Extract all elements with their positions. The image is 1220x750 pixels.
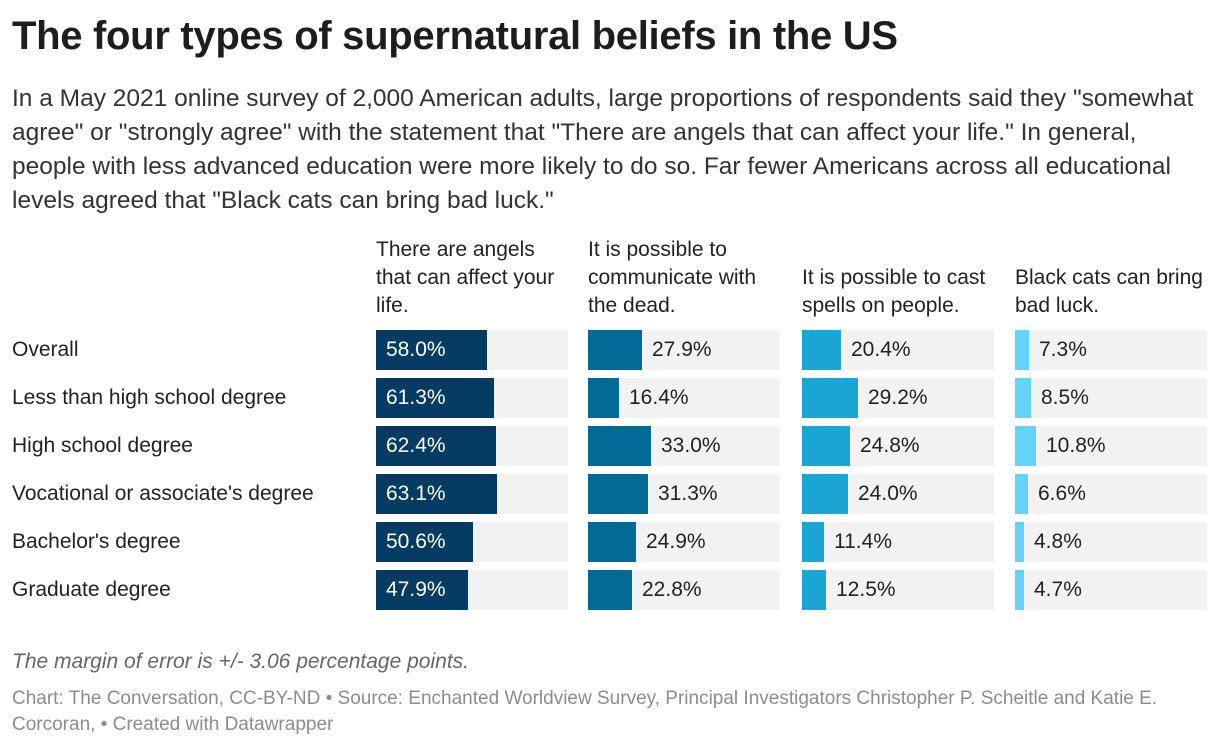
bar-1-less-than-high-school-degree [376, 378, 494, 418]
value-label: 33.0% [661, 434, 721, 457]
column-header-4: Black cats can bring bad luck. [1015, 266, 1203, 317]
bar-track: 58.0% [376, 330, 568, 370]
value-label: 24.9% [646, 530, 706, 553]
column-header-2: It is possible to communicate with the d… [588, 238, 757, 317]
value-label: 16.4% [629, 386, 689, 409]
value-label: 4.8% [1034, 530, 1082, 553]
bar-3-graduate-degree [802, 570, 826, 610]
bar-1-high-school-degree [376, 426, 496, 466]
bar-4-vocational-or-associates-degree [1015, 474, 1028, 514]
bar-track: 6.6% [1015, 474, 1207, 514]
value-label: 4.7% [1034, 578, 1082, 601]
value-label: 10.8% [1046, 434, 1106, 457]
bar-4-bachelors-degree [1015, 522, 1024, 562]
bar-track: 11.4% [802, 522, 994, 562]
row-label-overall: Overall [12, 338, 79, 361]
bar-track: 27.9% [588, 330, 780, 370]
bar-2-graduate-degree [588, 570, 632, 610]
bar-track: 47.9% [376, 570, 568, 610]
value-label: 7.3% [1039, 338, 1087, 361]
bar-track: 16.4% [588, 378, 780, 418]
row-label-bachelors-degree: Bachelor's degree [12, 530, 181, 553]
column-header-1: There are angels that can affect your li… [376, 238, 555, 317]
row-label-less-than-high-school-degree: Less than high school degree [12, 386, 287, 409]
bar-track: 12.5% [802, 570, 994, 610]
bar-1-bachelors-degree [376, 522, 473, 562]
chart-credits: Chart: The Conversation, CC-BY-ND • Sour… [12, 688, 1158, 735]
value-label: 31.3% [658, 482, 718, 505]
bar-1-overall [376, 330, 487, 370]
bar-2-vocational-or-associates-degree [588, 474, 648, 514]
bar-track: 10.8% [1015, 426, 1207, 466]
bar-track: 33.0% [588, 426, 780, 466]
value-label: 20.4% [851, 338, 911, 361]
row-label-vocational-or-associates-degree: Vocational or associate's degree [12, 482, 314, 505]
value-label: 24.0% [858, 482, 918, 505]
bar-track: 24.8% [802, 426, 994, 466]
value-label: 12.5% [836, 578, 896, 601]
value-label: 22.8% [642, 578, 702, 601]
bar-3-high-school-degree [802, 426, 850, 466]
bar-1-graduate-degree [376, 570, 468, 610]
bar-1-vocational-or-associates-degree [376, 474, 497, 514]
value-label: 50.6% [386, 530, 446, 553]
row-label-graduate-degree: Graduate degree [12, 578, 171, 601]
bar-2-bachelors-degree [588, 522, 636, 562]
bar-3-vocational-or-associates-degree [802, 474, 848, 514]
bar-track: 4.8% [1015, 522, 1207, 562]
bar-4-less-than-high-school-degree [1015, 378, 1031, 418]
column-header-3: It is possible to cast spells on people. [802, 266, 986, 317]
bar-3-less-than-high-school-degree [802, 378, 858, 418]
value-label: 58.0% [386, 338, 446, 361]
value-label: 11.4% [834, 530, 892, 553]
bar-3-overall [802, 330, 841, 370]
value-label: 61.3% [386, 386, 446, 409]
bar-track: 50.6% [376, 522, 568, 562]
value-label: 6.6% [1038, 482, 1086, 505]
row-label-high-school-degree: High school degree [12, 434, 193, 457]
bar-track: 62.4% [376, 426, 568, 466]
value-label: 24.8% [860, 434, 920, 457]
bar-track: 24.0% [802, 474, 994, 514]
bar-4-graduate-degree [1015, 570, 1024, 610]
bar-track: 20.4% [802, 330, 994, 370]
bar-track: 7.3% [1015, 330, 1207, 370]
value-label: 63.1% [386, 482, 446, 505]
bar-track: 24.9% [588, 522, 780, 562]
bar-2-less-than-high-school-degree [588, 378, 619, 418]
chart-title: The four types of supernatural beliefs i… [12, 14, 898, 58]
bar-track: 63.1% [376, 474, 568, 514]
value-label: 8.5% [1041, 386, 1089, 409]
bar-4-high-school-degree [1015, 426, 1036, 466]
margin-of-error-note: The margin of error is +/- 3.06 percenta… [12, 650, 469, 673]
chart-description: In a May 2021 online survey of 2,000 Ame… [12, 85, 1194, 214]
bar-3-bachelors-degree [802, 522, 824, 562]
bar-track: 61.3% [376, 378, 568, 418]
value-label: 29.2% [868, 386, 928, 409]
bar-track: 31.3% [588, 474, 780, 514]
bar-4-overall [1015, 330, 1029, 370]
bar-2-high-school-degree [588, 426, 651, 466]
bar-track: 22.8% [588, 570, 780, 610]
value-label: 27.9% [652, 338, 712, 361]
bar-track: 8.5% [1015, 378, 1207, 418]
bar-track: 4.7% [1015, 570, 1207, 610]
value-label: 47.9% [386, 578, 446, 601]
value-label: 62.4% [386, 434, 446, 457]
bar-2-overall [588, 330, 642, 370]
bar-track: 29.2% [802, 378, 994, 418]
